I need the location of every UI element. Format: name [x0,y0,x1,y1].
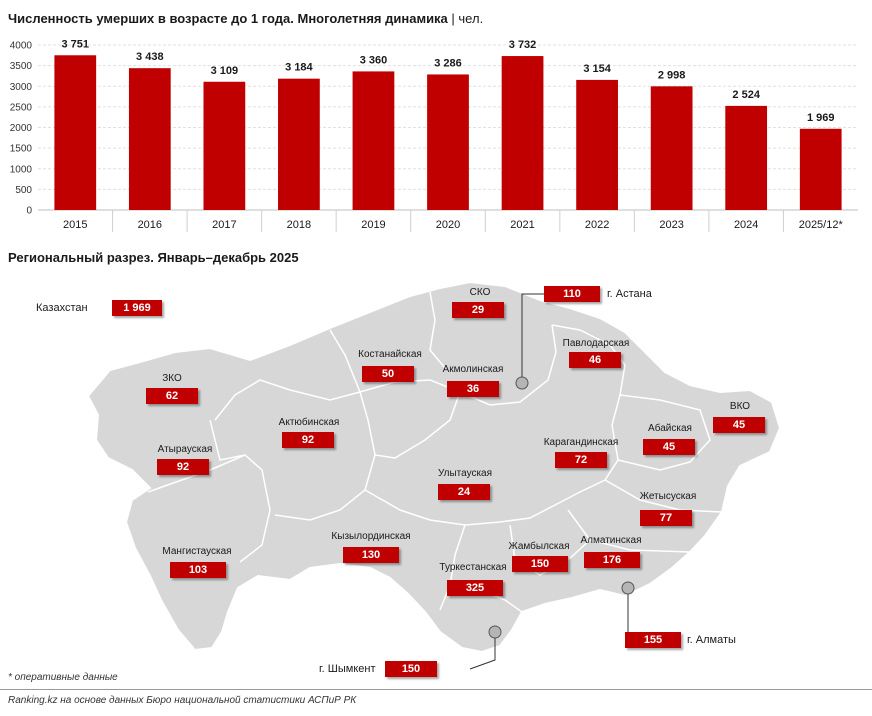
data-label: 3 154 [583,63,611,75]
x-tick-label: 2019 [361,219,385,231]
region-value-kostanay: 50 [362,366,414,382]
bar [650,86,693,210]
region-label-abai: Абайская [648,423,692,434]
region-value-pavlodar: 46 [569,352,621,368]
y-tick-label: 0 [26,206,32,217]
y-tick-label: 2500 [10,102,33,113]
region-value-sko: 29 [452,302,504,318]
data-label: 3 360 [360,54,388,66]
region-label-zhetysu: Жетысуская [639,491,697,502]
y-tick-label: 3500 [10,61,33,72]
region-value-karaganda: 72 [555,452,607,468]
data-label: 3 438 [136,51,164,63]
bar [725,105,768,210]
region-label-zko: ЗКО [162,373,182,384]
data-label: 3 286 [434,57,462,69]
region-label-kostanay: Костанайская [358,349,422,360]
city-markers [488,376,635,639]
x-tick-label: 2022 [585,219,609,231]
x-tick-label: 2016 [138,219,162,231]
x-tick-label: 2018 [287,219,311,231]
data-label: 3 751 [62,38,90,50]
data-label: 3 184 [285,62,313,74]
region-value-kyzylorda: 130 [343,547,399,563]
city-label-shymkent: г. Шымкент [319,663,376,675]
region-label-almaty-region: Алматинская [580,535,642,546]
bar [54,55,97,211]
source-divider [0,689,872,690]
map-subtitle: Региональный разрез. Январь–декабрь 2025 [8,250,299,265]
kazakhstan-map [86,280,782,670]
bar [427,74,469,210]
y-tick-label: 4000 [10,41,33,52]
x-tick-label: 2015 [63,219,87,231]
city-label-almaty: г. Алматы [687,634,736,646]
city-label-astana: г. Астана [607,288,652,300]
y-tick-label: 1500 [10,144,33,155]
region-value-almaty-region: 176 [584,552,640,568]
x-tick-label: 2023 [659,219,683,231]
region-value-vko: 45 [713,417,765,433]
region-value-akmola: 36 [447,381,499,397]
y-tick-label: 500 [15,185,32,196]
chart-title-text: Численность умерших в возрасте до 1 года… [8,11,448,26]
region-label-kyzylorda: Кызылординская [331,531,411,542]
y-tick-label: 2000 [10,123,33,134]
region-label-sko: СКО [469,287,491,298]
chart-unit: | чел. [451,11,484,26]
x-tick-label: 2021 [510,219,534,231]
bar [203,81,246,210]
national-value: 1 969 [112,300,162,316]
national-label: Казахстан [36,302,88,314]
region-value-turkestan: 325 [447,580,503,596]
city-value-shymkent: 150 [385,661,437,677]
region-label-turkestan: Туркестанская [439,562,507,573]
region-label-atyrau: Атырауская [157,444,213,455]
region-label-zhambyl: Жамбылская [508,541,570,552]
data-label: 2 524 [732,89,760,101]
bar [352,71,395,211]
bar [128,68,171,210]
region-label-akmola: Акмолинская [442,364,504,375]
region-value-aktobe: 92 [282,432,334,448]
region-value-abai: 45 [643,439,695,455]
region-label-ulytau: Улытауская [437,468,493,479]
x-tick-label: 2017 [212,219,236,231]
y-tick-label: 1000 [10,164,33,175]
chart-title: Численность умерших в возрасте до 1 года… [8,11,483,26]
region-label-vko: ВКО [729,401,751,412]
region-value-zko: 62 [146,388,198,404]
bar [799,128,842,210]
region-label-mangystau: Мангистауская [162,546,232,557]
region-value-zhetysu: 77 [640,510,692,526]
data-label: 2 998 [658,69,686,81]
data-label: 1 969 [807,112,835,124]
data-label: 3 109 [211,65,239,77]
bar [501,56,544,211]
source-text: Ranking.kz на основе данных Бюро национа… [8,695,357,706]
region-value-atyrau: 92 [157,459,209,475]
region-value-zhambyl: 150 [512,556,568,572]
region-label-aktobe: Актюбинская [278,417,340,428]
x-tick-label: 2025/12* [799,219,844,231]
city-value-almaty: 155 [625,632,681,648]
data-label: 3 732 [509,39,537,51]
region-value-ulytau: 24 [438,484,490,500]
bar [278,78,320,210]
y-tick-label: 3000 [10,82,33,93]
bar [576,79,618,211]
region-label-pavlodar: Павлодарская [562,338,630,349]
x-tick-label: 2020 [436,219,460,231]
footnote: * оперативные данные [8,672,118,683]
region-label-karaganda: Карагандинская [543,437,619,448]
city-value-astana: 110 [544,286,600,302]
region-value-mangystau: 103 [170,562,226,578]
bar-chart: 0 500 1000 1500 2000 2500 3000 3500 4000 3 751 201… [10,38,858,232]
x-tick-label: 2024 [734,219,758,231]
